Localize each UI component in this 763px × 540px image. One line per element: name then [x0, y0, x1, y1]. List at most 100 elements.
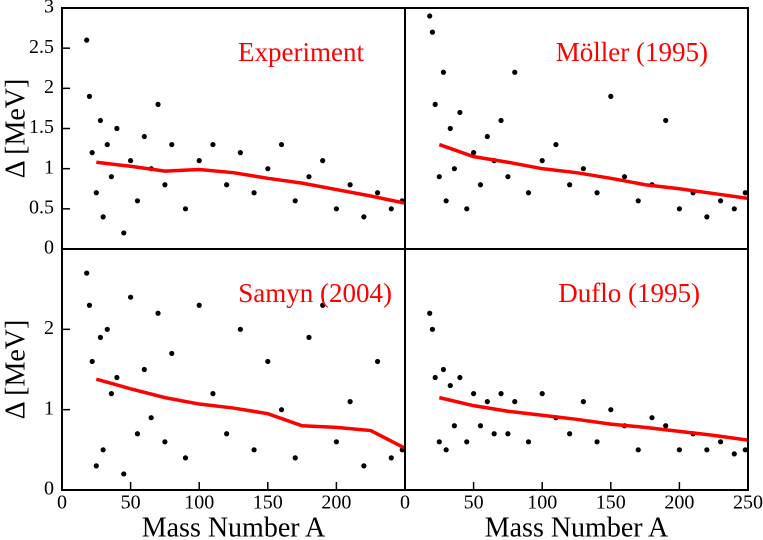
point: [440, 69, 447, 75]
point: [108, 174, 114, 180]
point: [251, 190, 257, 196]
point: [104, 141, 110, 148]
point: [505, 174, 511, 180]
point: [498, 391, 504, 397]
point: [635, 198, 641, 204]
point: [347, 182, 353, 188]
fit-line: [438, 395, 748, 442]
point: [608, 93, 614, 99]
point: [471, 150, 477, 156]
point: [114, 125, 120, 132]
fit-line: [438, 142, 748, 201]
point: [237, 326, 243, 332]
point: [278, 407, 285, 413]
point: [100, 447, 106, 453]
panel-title: Experiment: [238, 37, 364, 67]
y-tick-label: 0: [44, 237, 54, 259]
point: [210, 391, 216, 397]
point: [427, 310, 433, 316]
point: [361, 214, 367, 220]
point: [210, 141, 216, 148]
point: [361, 463, 367, 469]
point: [443, 447, 449, 453]
y-tick-label: 2.5: [29, 36, 54, 58]
point: [742, 190, 748, 196]
point: [567, 182, 573, 188]
x-tick-label: 50: [464, 492, 484, 514]
point: [121, 230, 127, 236]
point: [621, 174, 628, 180]
point: [134, 431, 141, 437]
point: [196, 302, 202, 308]
point: [731, 206, 737, 212]
point: [388, 455, 394, 461]
point: [432, 374, 438, 381]
point: [663, 423, 669, 429]
point: [440, 366, 447, 373]
point: [128, 158, 134, 164]
point: [676, 206, 683, 212]
point: [237, 150, 243, 156]
point: [635, 447, 641, 453]
point: [663, 117, 669, 124]
point: [333, 206, 339, 212]
point: [388, 206, 394, 212]
point: [155, 310, 161, 316]
y-tick-label: 2: [44, 317, 54, 339]
point: [477, 182, 484, 188]
point: [320, 302, 326, 308]
point: [100, 214, 106, 220]
point: [320, 158, 326, 164]
point: [471, 391, 477, 397]
point: [141, 366, 147, 373]
point: [447, 382, 453, 389]
point: [742, 447, 748, 453]
point: [457, 374, 463, 381]
point: [512, 69, 518, 75]
x-tick-label: 0: [57, 492, 67, 514]
point: [505, 431, 511, 437]
point: [608, 407, 614, 413]
point: [93, 463, 99, 469]
point: [104, 326, 110, 332]
point: [457, 109, 463, 116]
point: [374, 358, 381, 365]
point: [86, 302, 93, 308]
point: [306, 334, 312, 340]
point: [155, 101, 161, 107]
x-tick-label: 200: [321, 492, 351, 514]
point: [141, 133, 147, 140]
point: [717, 198, 724, 204]
x-tick-label: 50: [121, 492, 141, 514]
point: [731, 451, 737, 457]
y-axis-label: Δ [MeV]: [0, 79, 31, 179]
point: [717, 439, 724, 445]
x-tick-label: 100: [184, 492, 214, 514]
y-tick-label: 1: [44, 156, 54, 178]
point: [427, 13, 433, 19]
point: [484, 133, 490, 140]
point: [451, 423, 457, 429]
point: [477, 423, 484, 429]
point: [89, 358, 95, 365]
point: [121, 471, 127, 477]
point: [525, 439, 532, 445]
x-tick-label: 150: [596, 492, 626, 514]
point: [97, 117, 104, 124]
x-tick-label: 150: [253, 492, 283, 514]
panel-title: Möller (1995): [556, 37, 708, 67]
point: [224, 182, 230, 188]
point: [432, 101, 438, 107]
point: [594, 439, 600, 445]
point: [224, 431, 230, 437]
plot-frame: [404, 248, 749, 491]
x-tick-label: 250: [733, 492, 763, 514]
panel-title: Duflo (1995): [558, 278, 700, 308]
point: [498, 117, 504, 124]
point: [443, 198, 449, 204]
point: [429, 326, 436, 332]
point: [580, 399, 586, 405]
y-tick-label: 1.5: [29, 116, 54, 138]
point: [567, 431, 573, 437]
point: [182, 206, 189, 212]
